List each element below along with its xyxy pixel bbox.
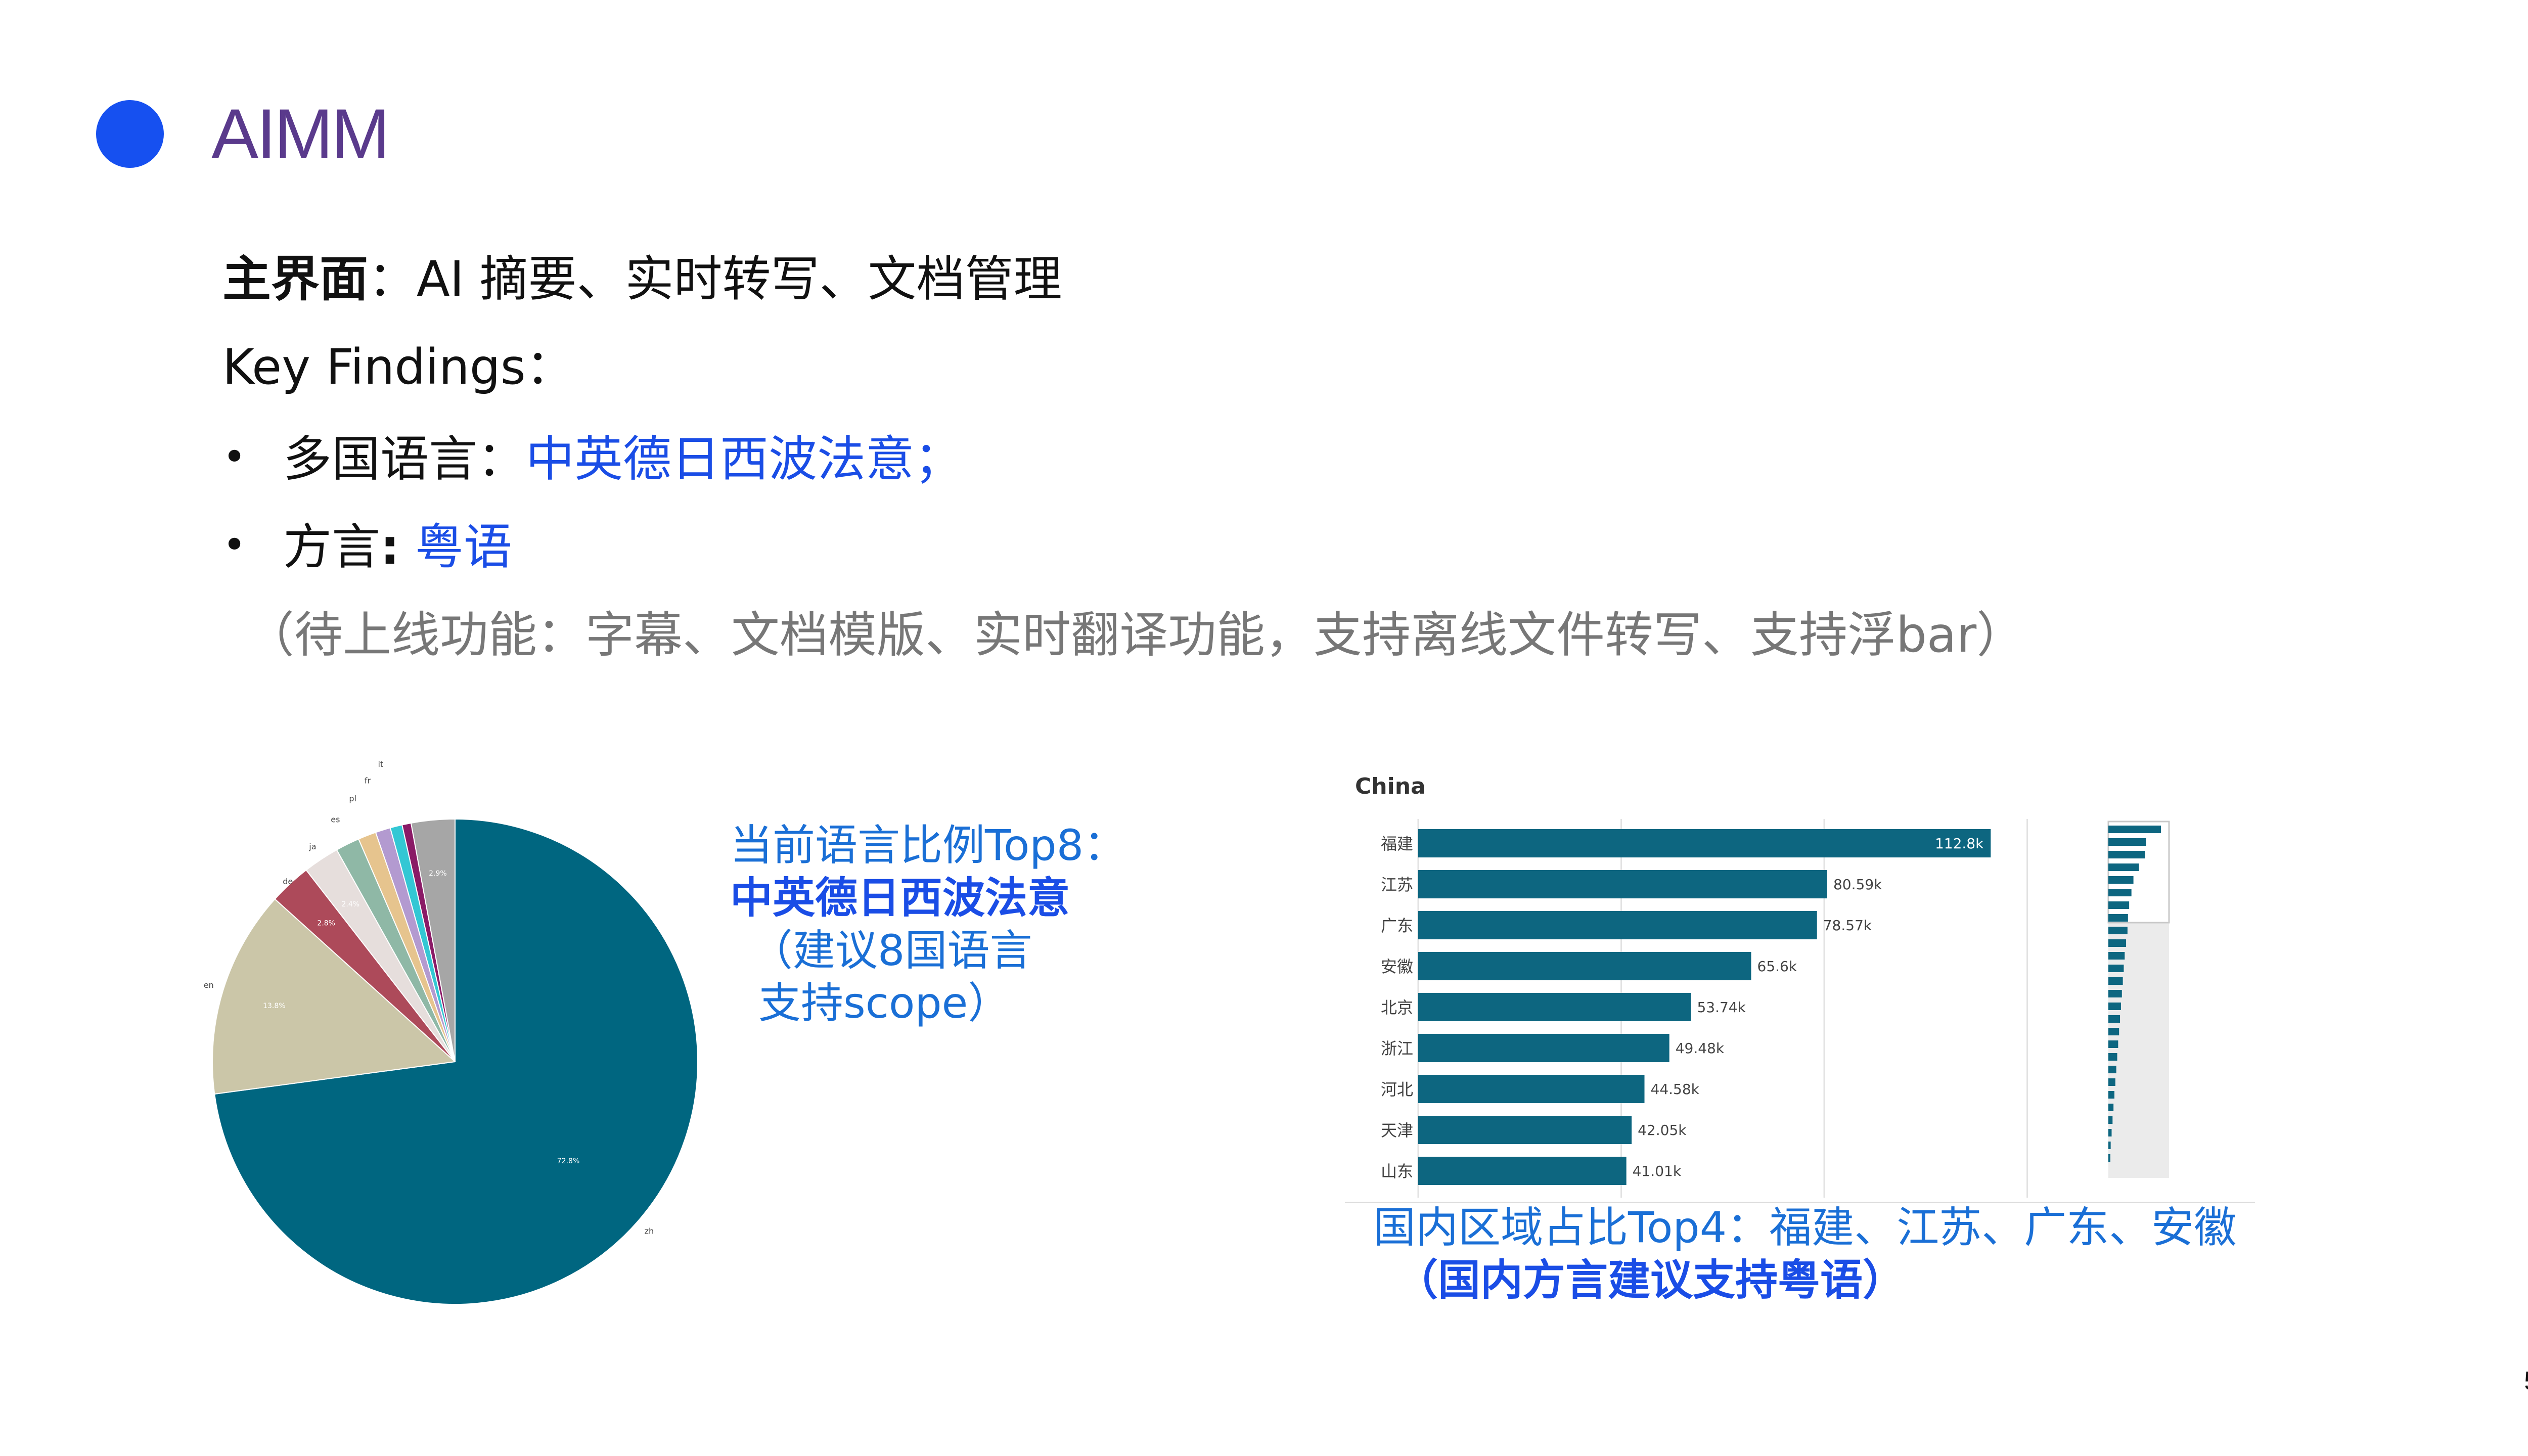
bullet-dialect: • 方言: 粤语 [222,515,512,577]
pie-category-label: es [331,814,340,824]
main-ui-label: 主界面 [222,251,368,307]
bar [1418,1157,1627,1185]
pie-category-label: ja [308,842,316,851]
pie-category-label: pl [349,794,356,803]
bar-data-label: 44.58k [1651,1081,1700,1098]
bullet-dot: • [222,521,247,568]
bar-data-label: 49.48k [1676,1040,1725,1057]
region-bar-chart: China 福建 112.8k 江苏 80.59k 广东 78.57k 安徽 65.6k 北京 53… [1345,774,2255,1203]
bar-category-label: 北京 [1381,998,1413,1017]
bullet-colon: : [380,519,400,575]
overview-bar [2108,1028,2119,1035]
bullet-dot: • [222,433,247,480]
pie-data-label: 2.9% [429,870,447,878]
bar-category-label: 福建 [1381,834,1413,853]
overview-bar [2108,851,2145,858]
bullet-languages: • 多国语言：中英德日西波法意； [222,427,963,489]
pie-slice-en [212,898,457,1095]
pie-data-label: 13.8% [263,1002,285,1010]
pie-category-label: zh [645,1226,654,1236]
bar-data-label: 80.59k [1833,876,1882,893]
overview-bar [2108,876,2134,884]
bar-category-label: 广东 [1381,916,1413,935]
bar [1418,829,1991,857]
bar [1418,1116,1632,1144]
pie-data-label: 2.8% [317,920,335,928]
bar-category-label: 山东 [1381,1162,1413,1181]
overview-bar [2108,977,2123,985]
pie-slice-other [410,818,456,1062]
overview-bar [2108,952,2125,960]
overview-bar [2108,1003,2121,1010]
pie-category-label: fr [365,776,371,785]
bar [1418,993,1691,1021]
pie-category-label: en [204,980,214,990]
bar [1418,952,1751,980]
upcoming-features: （待上线功能：字幕、文档模版、实时翻译功能，支持离线文件转写、支持浮bar） [246,607,2025,663]
overview-bar [2108,914,2128,922]
page-number: 56 [2524,1366,2528,1396]
overview-bar [2108,1078,2115,1086]
pie-data-label: 2.4% [341,900,359,908]
bar-chart-title: China [1355,774,1426,799]
bar-data-label: 42.05k [1638,1122,1687,1139]
overview-bar [2108,965,2124,972]
overview-bar [2108,927,2128,934]
overview-bar [2108,826,2161,833]
pie-slice-zh [214,818,698,1305]
pie-caption-line1: 当前语言比例Top8： [730,821,1126,870]
bar-data-label: 78.57k [1823,917,1872,934]
title-dot [96,100,164,168]
bar [1418,1034,1669,1062]
overview-bar [2108,863,2139,871]
overview-bar [2108,1015,2120,1023]
bar-category-label: 浙江 [1381,1039,1413,1058]
bar-data-label: 41.01k [1633,1163,1682,1179]
overview-bar [2108,889,2132,896]
pie-caption: 当前语言比例Top8： 中英德日西波法意 （建议8国语言 支持scope） [730,819,1126,1029]
bar-caption-line1: 国内区域占比Top4：福建、江苏、广东、安徽 [1373,1203,2237,1252]
pie-category-label: it [378,759,383,769]
overview-bar [2108,1104,2114,1111]
pie-category-label: de [283,877,293,886]
bar-category-label: 河北 [1381,1080,1413,1099]
bullet-value: 粤语 [415,519,512,575]
bar-caption-line2: （国内方言建议支持粤语） [1395,1255,1906,1305]
overview-bar [2108,1091,2114,1099]
bar-category-label: 安徽 [1381,957,1413,976]
bar-data-label: 65.6k [1757,958,1797,975]
pie-caption-line4: 支持scope） [758,978,1011,1028]
bar-category-label: 江苏 [1381,875,1413,894]
overview-bar [2108,1142,2111,1149]
overview-bar [2108,939,2127,947]
bullet-value: 中英德日西波法意； [526,431,963,487]
pie-caption-line2: 中英德日西波法意 [730,873,1070,923]
overview-bar [2108,1040,2118,1048]
overview-bar [2108,1066,2116,1073]
overview-bar [2108,990,2122,997]
main-ui-line: 主界面：AI 摘要、实时转写、文档管理 [222,249,1062,309]
key-findings-heading: Key Findings： [222,339,574,395]
overview-bar [2108,1053,2117,1061]
overview-bar [2108,901,2130,909]
bullet-label: 多国语言： [283,431,526,487]
bar-data-label: 53.74k [1697,999,1746,1016]
overview-bar [2108,838,2146,846]
bar-data-label: 112.8k [1935,835,1984,852]
bullet-label: 方言 [283,519,380,575]
pie-caption-line3: （建议8国语言 [750,926,1032,975]
bar [1418,1075,1645,1103]
pie-data-label: 72.8% [557,1157,579,1165]
overview-bar [2108,1129,2112,1136]
page-title: AIMM [211,94,390,173]
main-ui-text: ：AI 摘要、实时转写、文档管理 [368,251,1062,307]
overview-bar [2108,1116,2113,1124]
bar [1418,911,1817,939]
bar [1418,870,1827,898]
overview-bar [2108,1154,2110,1162]
bar-category-label: 天津 [1381,1121,1413,1140]
